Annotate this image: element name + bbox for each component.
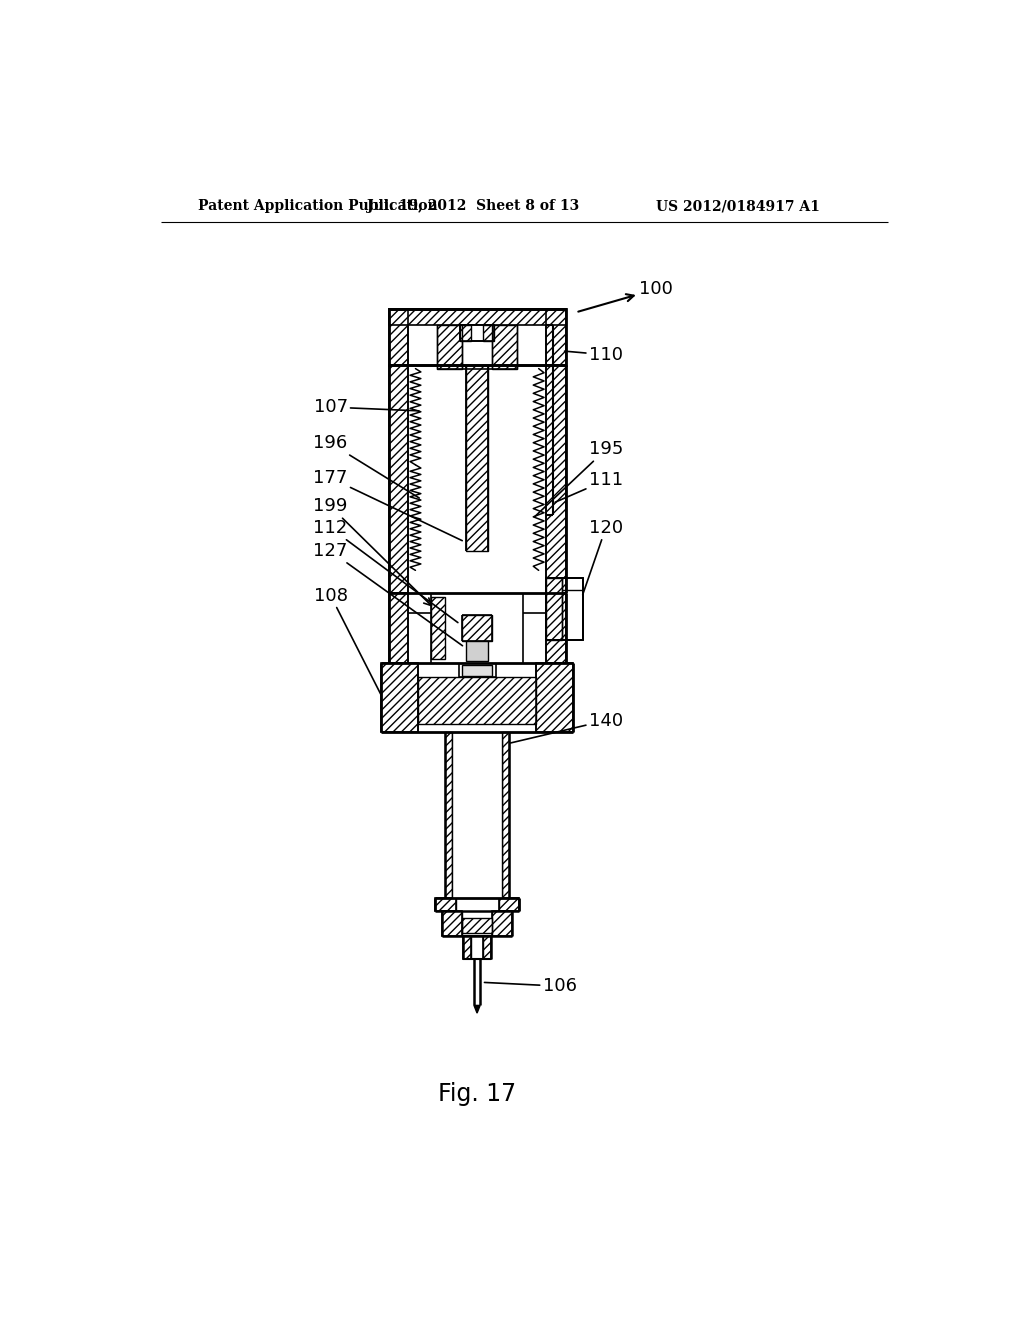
Text: Patent Application Publication: Patent Application Publication [199, 199, 438, 213]
Bar [388, 364, 408, 594]
Bar [466, 364, 487, 552]
Bar [460, 326, 471, 341]
Bar [466, 642, 487, 661]
Bar [462, 615, 493, 642]
Text: 140: 140 [511, 711, 623, 743]
Bar [499, 898, 518, 911]
Bar [462, 917, 493, 933]
Bar [463, 936, 471, 960]
Bar [547, 578, 584, 640]
Bar [537, 663, 573, 733]
Text: 120: 120 [583, 519, 623, 595]
Bar [388, 309, 565, 326]
Bar [441, 911, 462, 936]
Bar [381, 663, 418, 733]
Text: 196: 196 [313, 434, 419, 498]
Bar [483, 936, 490, 960]
Bar [547, 594, 565, 663]
Bar [502, 733, 509, 898]
Bar [453, 733, 502, 898]
Text: 107: 107 [313, 399, 419, 416]
Bar [437, 326, 462, 368]
Bar [483, 326, 494, 341]
Bar [388, 309, 565, 364]
Bar [435, 898, 456, 911]
Bar [431, 597, 444, 659]
Text: 127: 127 [313, 543, 463, 645]
Bar [418, 677, 537, 725]
Text: 112: 112 [313, 519, 458, 623]
Text: US 2012/0184917 A1: US 2012/0184917 A1 [655, 199, 819, 213]
Bar [444, 733, 453, 898]
Bar [388, 594, 408, 663]
Text: 110: 110 [564, 346, 623, 364]
Text: 100: 100 [579, 280, 673, 312]
Text: 195: 195 [535, 441, 623, 517]
Text: 177: 177 [313, 469, 462, 541]
Bar [547, 578, 562, 640]
Bar [547, 364, 565, 594]
Polygon shape [474, 1006, 480, 1014]
Bar [493, 911, 512, 936]
Text: 111: 111 [555, 471, 623, 502]
Text: 106: 106 [484, 977, 577, 995]
Text: 199: 199 [313, 498, 431, 606]
Bar [493, 326, 517, 368]
Text: Jul. 19, 2012  Sheet 8 of 13: Jul. 19, 2012 Sheet 8 of 13 [367, 199, 580, 213]
Bar [547, 309, 565, 364]
Bar [460, 326, 494, 341]
Text: 108: 108 [313, 587, 381, 694]
Bar [388, 309, 408, 364]
Bar [462, 665, 493, 676]
Text: Fig. 17: Fig. 17 [438, 1082, 516, 1106]
